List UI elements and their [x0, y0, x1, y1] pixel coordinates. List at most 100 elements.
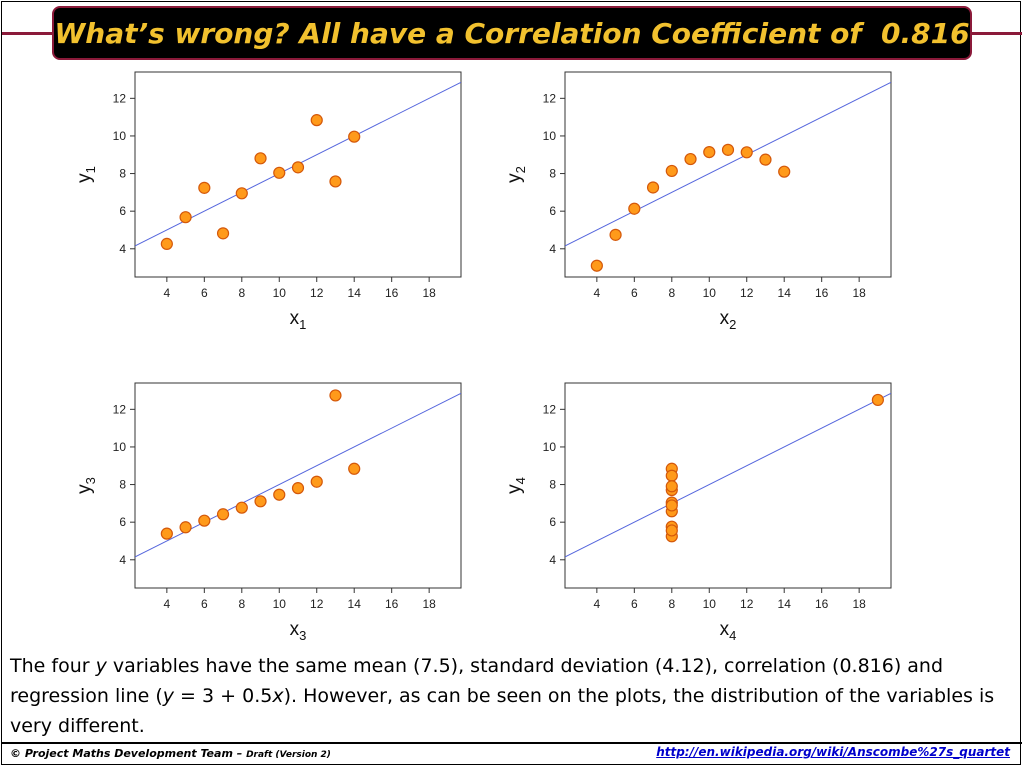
- caption-part: ). However, as can be seen on the plots,…: [10, 685, 995, 737]
- x-axis-label: x1: [290, 308, 307, 332]
- x-tick-label: 12: [740, 597, 754, 611]
- data-point: [609, 228, 622, 241]
- data-point: [291, 161, 305, 174]
- regression-line: [565, 81, 891, 247]
- data-point: [160, 237, 173, 250]
- x-tick-label: 10: [273, 286, 287, 300]
- y-axis-label: y1: [74, 166, 98, 183]
- y-tick-label: 4: [549, 553, 556, 567]
- data-point: [590, 259, 603, 272]
- footer-draft-note: Draft (Version 2): [246, 750, 331, 760]
- y-tick-label: 10: [113, 129, 127, 143]
- slide-title: What’s wrong? All have a Correlation Coe…: [54, 16, 970, 50]
- data-point: [778, 165, 791, 178]
- footer-source-link[interactable]: http://en.wikipedia.org/wiki/Anscombe%27…: [656, 745, 1010, 759]
- y-tick-label: 8: [119, 167, 126, 181]
- y-tick-label: 4: [119, 242, 126, 256]
- data-point: [216, 227, 230, 240]
- x-tick-label: 16: [815, 597, 829, 611]
- data-point: [160, 527, 173, 540]
- data-point: [329, 389, 342, 402]
- y-tick-label: 12: [113, 402, 127, 416]
- data-point: [216, 508, 230, 521]
- data-point: [179, 211, 192, 224]
- plot-area: [564, 71, 892, 278]
- data-point: [703, 146, 716, 159]
- x-tick-label: 8: [238, 286, 245, 300]
- caption-part: = 3 + 0.5: [174, 685, 273, 707]
- data-point: [179, 521, 192, 534]
- footer-credit-text: © Project Maths Development Team –: [10, 747, 247, 760]
- x-tick-label: 12: [740, 286, 754, 300]
- x-tick-label: 16: [815, 286, 829, 300]
- x-tick-label: 14: [348, 597, 362, 611]
- data-point: [646, 181, 660, 194]
- x-tick-label: 10: [703, 597, 717, 611]
- x-tick-label: 8: [668, 286, 675, 300]
- regression-line: [565, 392, 891, 558]
- data-point: [665, 164, 678, 178]
- data-point: [198, 514, 211, 527]
- data-point: [665, 499, 678, 512]
- x-tick-label: 10: [273, 597, 287, 611]
- data-point: [329, 175, 342, 188]
- y-tick-label: 10: [113, 440, 127, 454]
- data-point: [254, 495, 267, 508]
- x-tick-label: 14: [348, 286, 362, 300]
- data-point: [273, 488, 286, 501]
- y-tick-label: 6: [549, 515, 556, 529]
- x-axis-label: x3: [290, 619, 307, 643]
- plot-area: [564, 382, 892, 589]
- caption-italic-x: x: [272, 685, 284, 707]
- data-point: [254, 152, 267, 165]
- y-tick-label: 8: [549, 167, 556, 181]
- x-tick-label: 4: [164, 597, 171, 611]
- x-tick-label: 10: [703, 286, 717, 300]
- data-point: [273, 166, 286, 179]
- x-tick-label: 12: [310, 286, 324, 300]
- caption-italic-y: y: [95, 655, 107, 677]
- y-tick-label: 4: [549, 242, 556, 256]
- x-tick-label: 12: [310, 597, 324, 611]
- data-point: [348, 462, 361, 475]
- data-point: [235, 501, 248, 514]
- x-tick-label: 14: [778, 597, 792, 611]
- x-axis-label: x2: [720, 308, 737, 332]
- data-point: [665, 480, 678, 493]
- header-rule-left: [2, 32, 54, 35]
- data-point: [291, 482, 305, 495]
- y-axis-label: y2: [504, 166, 528, 183]
- x-tick-label: 8: [668, 597, 675, 611]
- y-tick-label: 6: [549, 204, 556, 218]
- data-point: [759, 153, 772, 166]
- caption-text: The four y variables have the same mean …: [10, 651, 1010, 741]
- x-tick-label: 16: [385, 286, 399, 300]
- data-point: [235, 187, 248, 200]
- data-point: [721, 143, 735, 156]
- footer-credit: © Project Maths Development Team – Draft…: [10, 747, 331, 760]
- caption-part: variables have the same mean (7.5), stan…: [10, 655, 944, 707]
- x-tick-label: 18: [422, 286, 436, 300]
- y-tick-label: 12: [113, 91, 127, 105]
- x-tick-label: 16: [385, 597, 399, 611]
- x-tick-label: 4: [164, 286, 171, 300]
- plot-area: [134, 71, 462, 278]
- data-point: [665, 469, 678, 482]
- x-tick-label: 18: [852, 597, 866, 611]
- y-tick-label: 10: [543, 440, 557, 454]
- caption-italic-y: y: [162, 685, 175, 707]
- y-tick-label: 12: [543, 91, 557, 105]
- x-tick-label: 18: [422, 597, 436, 611]
- data-point: [310, 475, 323, 488]
- data-point: [198, 181, 211, 194]
- x-tick-label: 6: [631, 286, 638, 300]
- data-point: [665, 524, 678, 537]
- data-point: [684, 152, 697, 166]
- x-axis-label: x4: [720, 619, 737, 643]
- x-tick-label: 6: [631, 597, 638, 611]
- title-banner: What’s wrong? All have a Correlation Coe…: [52, 6, 972, 60]
- header-rule-right: [972, 32, 1022, 35]
